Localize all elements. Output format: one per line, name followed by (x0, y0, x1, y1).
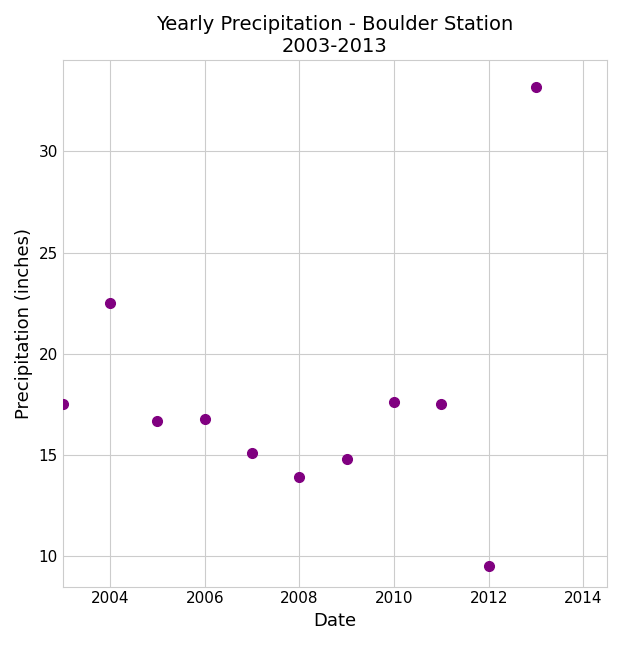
Title: Yearly Precipitation - Boulder Station
2003-2013: Yearly Precipitation - Boulder Station 2… (156, 15, 514, 56)
Y-axis label: Precipitation (inches): Precipitation (inches) (15, 228, 33, 419)
Point (200, 413, 210, 424)
Point (389, 397, 399, 408)
Point (294, 472, 304, 482)
Point (531, 81, 541, 92)
Point (341, 454, 351, 464)
Point (152, 415, 162, 426)
Point (105, 298, 115, 308)
Point (437, 399, 447, 410)
Point (247, 448, 257, 458)
Point (484, 561, 494, 571)
Point (58, 399, 68, 410)
X-axis label: Date: Date (313, 612, 356, 630)
